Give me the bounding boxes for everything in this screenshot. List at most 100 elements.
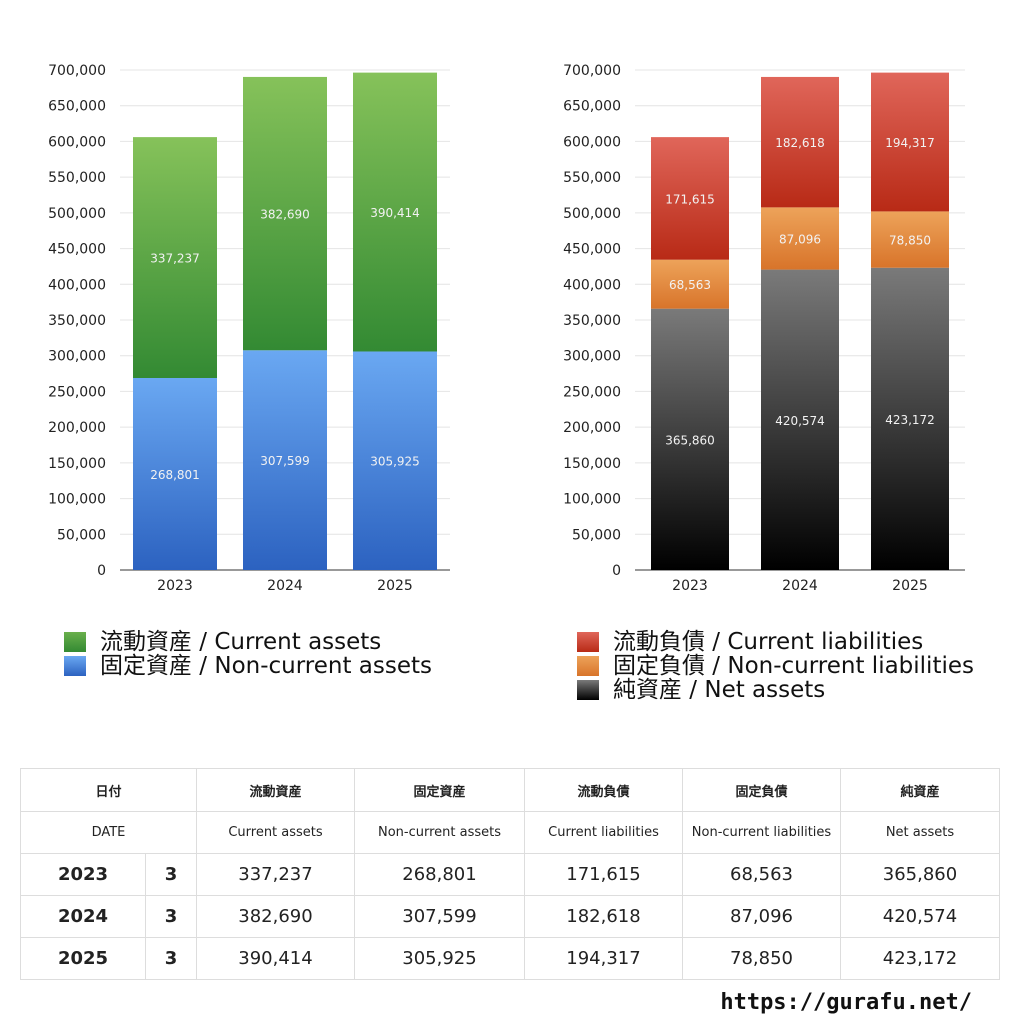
data-label: 420,574: [775, 414, 825, 428]
table-row: 2024 3 382,690 307,599 182,618 87,096 42…: [20, 895, 1000, 938]
table-row: 2025 3 390,414 305,925 194,317 78,850 42…: [20, 937, 1000, 980]
x-tick-label: 2023: [672, 578, 708, 594]
bar-segment: [651, 308, 729, 570]
y-tick-label: 300,000: [48, 349, 106, 365]
data-label: 87,096: [779, 232, 821, 246]
value-cell: 420,574: [840, 895, 1000, 938]
header-cell: 固定負債: [682, 768, 841, 812]
x-tick-label: 2024: [782, 578, 818, 594]
header-cell: DATE: [20, 811, 197, 854]
bar-segment: [871, 211, 949, 268]
legend-swatch-current-assets: [64, 632, 86, 652]
liabilities-net-assets-chart: 0 50,000 100,000 150,000 200,000 250,000 300,0…: [563, 63, 965, 594]
y-tick-label: 100,000: [563, 492, 621, 508]
value-cell: 268,801: [354, 853, 525, 896]
value-cell: 78,850: [682, 937, 841, 980]
bar-segment: [761, 207, 839, 270]
bar-segment: [133, 137, 217, 378]
y-tick-label: 250,000: [563, 384, 621, 400]
legend-item-non-current-liabilities: 固定負債 / Non-current liabilities: [577, 654, 974, 678]
y-tick-label: 250,000: [48, 384, 106, 400]
legend-label: 純資産 / Net assets: [613, 677, 826, 703]
header-cell: 固定資産: [354, 768, 525, 812]
balance-sheet-table: 日付 流動資産 固定資産 流動負債 固定負債 純資産 DATE Current …: [20, 768, 1000, 980]
x-tick-label: 2025: [892, 578, 928, 594]
legend-item-non-current-assets: 固定資産 / Non-current assets: [64, 654, 432, 678]
table-header-en: DATE Current assets Non-current assets C…: [20, 811, 1000, 854]
data-label: 194,317: [885, 136, 935, 150]
y-tick-label: 550,000: [563, 170, 621, 186]
header-cell: 流動資産: [196, 768, 355, 812]
y-tick-label: 650,000: [563, 99, 621, 115]
y-tick-label: 0: [97, 563, 106, 579]
bar-segment: [243, 76, 327, 351]
y-tick-label: 400,000: [563, 277, 621, 293]
assets-legend: 流動資産 / Current assets 固定資産 / Non-current…: [64, 630, 432, 678]
y-tick-label: 300,000: [563, 349, 621, 365]
value-cell: 182,618: [524, 895, 683, 938]
header-cell: Non-current liabilities: [682, 811, 841, 854]
data-label: 68,563: [669, 278, 711, 292]
bar-segment: [243, 350, 327, 570]
table-header-jp: 日付 流動資産 固定資産 流動負債 固定負債 純資産: [20, 768, 1000, 812]
y-tick-label: 100,000: [48, 492, 106, 508]
legend-item-current-assets: 流動資産 / Current assets: [64, 630, 432, 654]
data-label: 365,860: [665, 433, 715, 447]
y-tick-label: 450,000: [48, 242, 106, 258]
x-tick-label: 2024: [267, 578, 303, 594]
y-tick-label: 500,000: [563, 206, 621, 222]
data-label: 423,172: [885, 413, 935, 427]
y-tick-label: 150,000: [48, 456, 106, 472]
month-cell: 3: [145, 853, 197, 896]
value-cell: 390,414: [196, 937, 355, 980]
year-cell: 2023: [20, 853, 146, 896]
month-cell: 3: [145, 895, 197, 938]
y-tick-label: 550,000: [48, 170, 106, 186]
legend-label: 流動資産 / Current assets: [100, 629, 382, 655]
legend-swatch-current-liabilities: [577, 632, 599, 652]
year-cell: 2025: [20, 937, 146, 980]
data-label: 171,615: [665, 192, 715, 206]
y-tick-label: 450,000: [563, 242, 621, 258]
y-tick-label: 650,000: [48, 99, 106, 115]
header-cell: Current liabilities: [524, 811, 683, 854]
data-label: 307,599: [260, 454, 310, 468]
balance-sheet-charts: 0 50,000 100,000 150,000 200,000 250,000 300,0…: [48, 63, 965, 594]
value-cell: 171,615: [524, 853, 683, 896]
header-cell: 流動負債: [524, 768, 683, 812]
data-label: 268,801: [150, 468, 200, 482]
legend-item-net-assets: 純資産 / Net assets: [577, 678, 974, 702]
y-tick-label: 700,000: [563, 63, 621, 79]
value-cell: 87,096: [682, 895, 841, 938]
site-url[interactable]: https://gurafu.net/: [720, 990, 972, 1015]
y-tick-label: 700,000: [48, 63, 106, 79]
y-tick-label: 350,000: [563, 313, 621, 329]
bar-segment: [353, 351, 437, 570]
data-label: 182,618: [775, 136, 825, 150]
value-cell: 307,599: [354, 895, 525, 938]
y-tick-label: 150,000: [563, 456, 621, 472]
legend-label: 流動負債 / Current liabilities: [613, 629, 924, 655]
data-label: 390,414: [370, 206, 420, 220]
bar-segment: [871, 267, 949, 570]
value-cell: 194,317: [524, 937, 683, 980]
liabilities-legend: 流動負債 / Current liabilities 固定負債 / Non-cu…: [577, 630, 974, 702]
bar-segment: [761, 76, 839, 208]
y-tick-label: 50,000: [572, 527, 621, 543]
bar-segment: [651, 259, 729, 309]
legend-label: 固定負債 / Non-current liabilities: [613, 653, 974, 679]
bar-segment: [651, 137, 729, 260]
assets-chart: 0 50,000 100,000 150,000 200,000 250,000 300,0…: [48, 63, 450, 594]
y-tick-label: 600,000: [563, 134, 621, 150]
y-tick-label: 200,000: [563, 420, 621, 436]
data-label: 78,850: [889, 234, 931, 248]
legend-swatch-non-current-assets: [64, 656, 86, 676]
year-cell: 2024: [20, 895, 146, 938]
legend-swatch-net-assets: [577, 680, 599, 700]
y-tick-label: 50,000: [57, 527, 106, 543]
value-cell: 423,172: [840, 937, 1000, 980]
value-cell: 305,925: [354, 937, 525, 980]
y-tick-label: 0: [612, 563, 621, 579]
bar-segment: [871, 72, 949, 212]
legend-swatch-non-current-liabilities: [577, 656, 599, 676]
